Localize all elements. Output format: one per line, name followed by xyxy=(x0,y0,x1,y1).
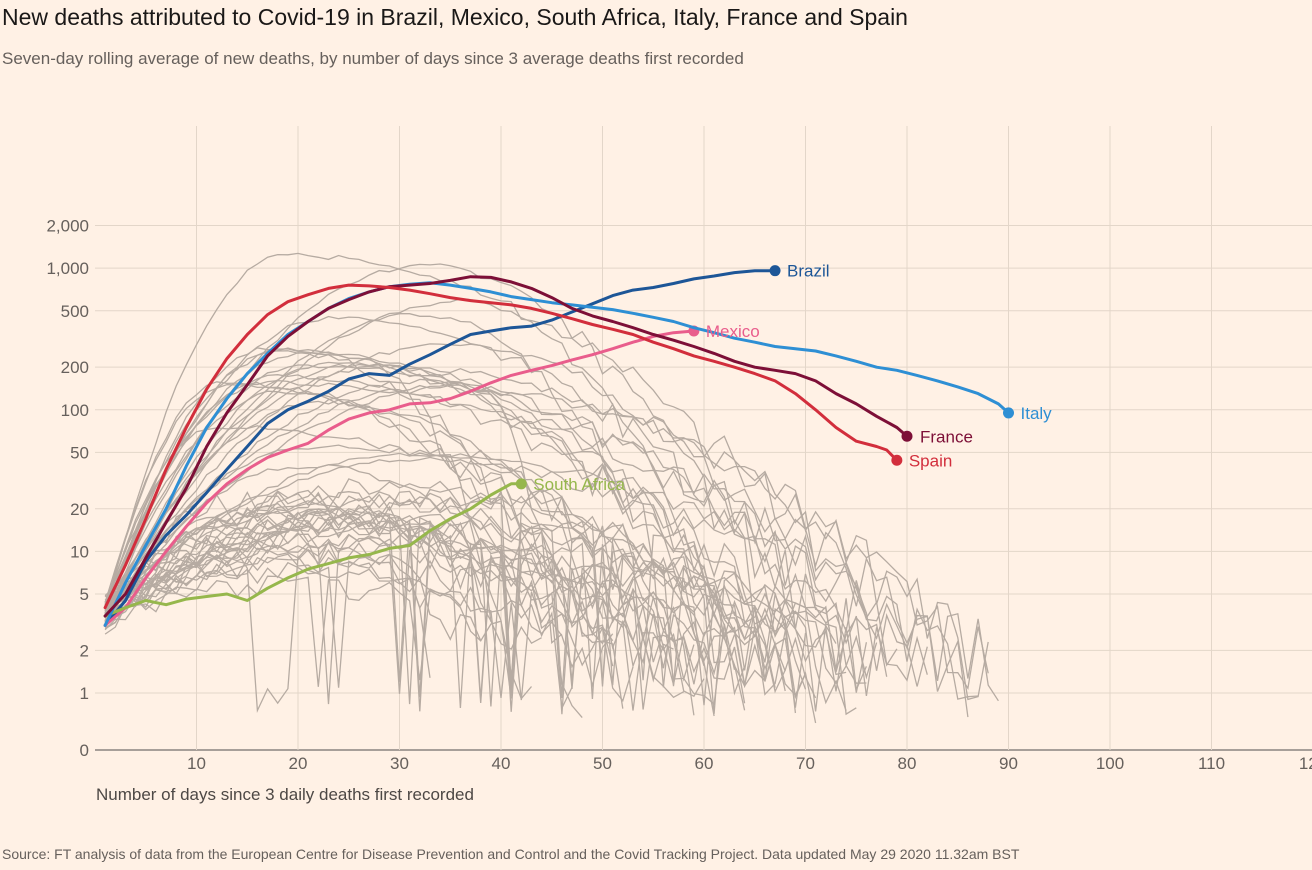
y-tick-label: 100 xyxy=(61,401,89,420)
y-tick-label: 1,000 xyxy=(46,259,89,278)
context-country-line xyxy=(104,515,878,712)
y-tick-label: 20 xyxy=(70,500,89,519)
context-country-line xyxy=(104,399,695,716)
y-tick-label: 10 xyxy=(70,542,89,561)
context-country-line xyxy=(104,361,888,677)
context-country-line xyxy=(104,533,746,704)
context-country-line xyxy=(104,364,989,701)
context-country-line xyxy=(104,379,999,702)
context-country-line xyxy=(104,383,725,663)
context-country-line xyxy=(104,509,746,711)
x-tick-label: 100 xyxy=(1096,754,1124,773)
context-country-line xyxy=(104,456,746,696)
series-line-france xyxy=(103,275,909,618)
context-country-line xyxy=(105,550,614,714)
x-tick-label: 60 xyxy=(695,754,714,773)
context-country-line xyxy=(104,347,614,642)
series-endpoint-spain xyxy=(891,454,903,466)
context-country-line xyxy=(104,492,807,708)
x-tick-label: 50 xyxy=(593,754,612,773)
y-tick-label: 50 xyxy=(70,443,89,462)
context-country-line xyxy=(104,351,776,688)
context-country-line xyxy=(104,491,634,703)
x-tick-label: 80 xyxy=(898,754,917,773)
tick-layer: 0 1 2 5 10 20 50 100 200 500 1,000 2,000 10 20 30 40 50 6… xyxy=(46,217,1312,773)
context-country-line xyxy=(104,374,837,644)
context-country-line xyxy=(104,378,766,685)
x-tick-label: 120 xyxy=(1299,754,1312,773)
x-tick-label: 20 xyxy=(289,754,308,773)
y-tick-label: 0 xyxy=(80,741,89,760)
series-endpoint-south-africa xyxy=(515,478,527,490)
context-country-line xyxy=(104,315,867,684)
x-tick-label: 30 xyxy=(390,754,409,773)
series-line-brazil xyxy=(103,269,777,627)
chart-subtitle: Seven-day rolling average of new deaths,… xyxy=(2,49,744,68)
context-country-line xyxy=(104,444,969,718)
x-tick-label: 110 xyxy=(1198,754,1225,773)
series-line-spain xyxy=(103,283,899,610)
context-country-line xyxy=(104,425,807,690)
x-axis-title: Number of days since 3 daily deaths firs… xyxy=(96,785,474,804)
context-country-line xyxy=(104,529,736,706)
context-country-line xyxy=(104,518,583,719)
series-endpoint-france xyxy=(901,430,913,442)
x-tick-label: 40 xyxy=(492,754,511,773)
source-note: Source: FT analysis of data from the Eur… xyxy=(2,846,1020,862)
series-label-france: France xyxy=(920,427,973,446)
series-line-south-africa xyxy=(103,482,523,618)
context-country-line xyxy=(104,575,817,724)
context-country-line xyxy=(104,520,451,630)
y-tick-label: 200 xyxy=(61,358,89,377)
context-country-line xyxy=(104,363,512,699)
y-tick-label: 1 xyxy=(80,684,89,703)
context-country-line xyxy=(104,350,786,682)
chart-title: New deaths attributed to Covid-19 in Bra… xyxy=(2,4,908,30)
series-endpoint-brazil xyxy=(769,265,781,277)
context-country-line xyxy=(104,252,928,682)
series-label-italy: Italy xyxy=(1021,404,1053,423)
series-label-brazil: Brazil xyxy=(787,262,830,281)
context-lines-layer xyxy=(104,252,999,724)
series-label-south-africa: South Africa xyxy=(533,475,625,494)
label-layer: Brazil Mexico South Africa Italy France Spain xyxy=(533,262,1052,494)
context-country-line xyxy=(104,553,685,699)
context-country-line xyxy=(104,486,786,692)
series-label-spain: Spain xyxy=(909,451,952,470)
context-country-line xyxy=(104,343,867,693)
y-tick-label: 5 xyxy=(80,585,89,604)
x-tick-label: 90 xyxy=(999,754,1018,773)
context-country-line xyxy=(104,313,705,667)
context-country-line xyxy=(104,508,705,715)
series-line-mexico xyxy=(103,329,696,627)
context-country-line xyxy=(104,452,979,700)
context-country-line xyxy=(104,553,431,678)
context-country-line xyxy=(104,347,807,700)
grid-layer xyxy=(95,126,1312,751)
series-layer xyxy=(103,265,1014,627)
y-tick-label: 2,000 xyxy=(46,217,89,236)
x-tick-label: 70 xyxy=(796,754,815,773)
series-label-mexico: Mexico xyxy=(706,322,760,341)
y-tick-label: 2 xyxy=(80,641,89,660)
y-tick-label: 500 xyxy=(61,302,89,321)
series-endpoint-italy xyxy=(1003,407,1014,419)
x-tick-label: 10 xyxy=(187,754,206,773)
